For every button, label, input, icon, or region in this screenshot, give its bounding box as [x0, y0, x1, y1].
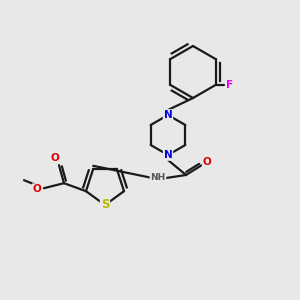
Text: S: S	[101, 199, 109, 212]
Text: O: O	[51, 153, 59, 163]
Text: N: N	[164, 110, 172, 120]
Text: N: N	[164, 150, 172, 160]
Text: O: O	[202, 157, 211, 167]
Text: O: O	[33, 184, 41, 194]
Text: NH: NH	[150, 173, 166, 182]
Text: F: F	[226, 80, 233, 90]
